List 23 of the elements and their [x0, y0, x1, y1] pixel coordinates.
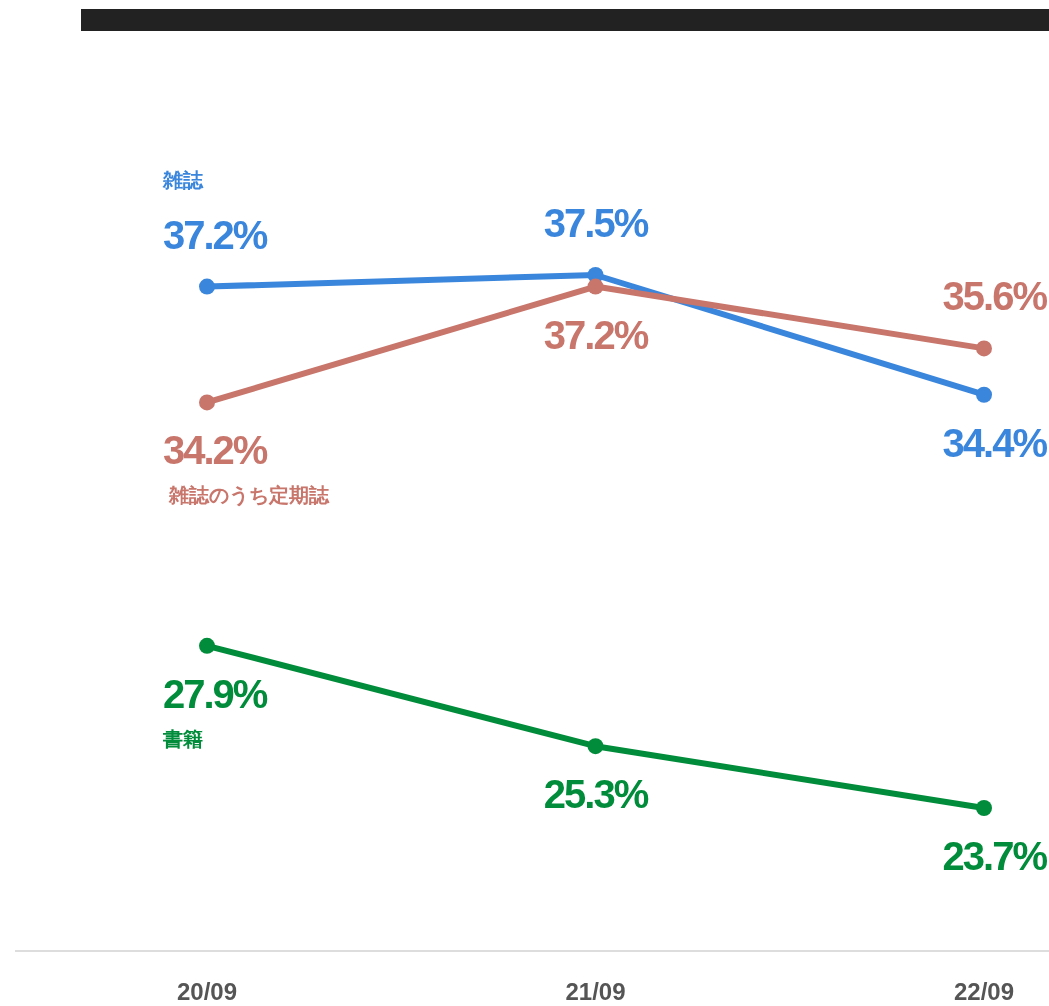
text: 雑誌のうち定期誌 [168, 483, 330, 508]
text: 書籍 [162, 726, 203, 751]
data-label: 37.5% [543, 201, 649, 245]
data-label: 35.6% [942, 274, 1048, 319]
point [199, 637, 215, 654]
point [199, 394, 215, 411]
point [587, 738, 604, 755]
point [199, 278, 215, 295]
text: 雑誌 [162, 167, 204, 192]
x-tick-label: 21/09 [565, 978, 626, 1005]
data-label: 37.2% [163, 212, 268, 257]
x-tick-label: 20/09 [176, 978, 238, 1005]
data-label: 34.2% [163, 428, 268, 473]
data-label: 37.2% [543, 312, 649, 357]
data-label: 25.3% [543, 772, 649, 817]
data-label: 34.4% [942, 420, 1048, 465]
x-tick-label: 22/09 [953, 978, 1015, 1005]
point [976, 386, 992, 403]
data-label: 23.7% [942, 834, 1048, 878]
point [976, 800, 992, 816]
point [587, 278, 604, 295]
point [976, 340, 992, 357]
data-label: 27.9% [163, 671, 268, 716]
